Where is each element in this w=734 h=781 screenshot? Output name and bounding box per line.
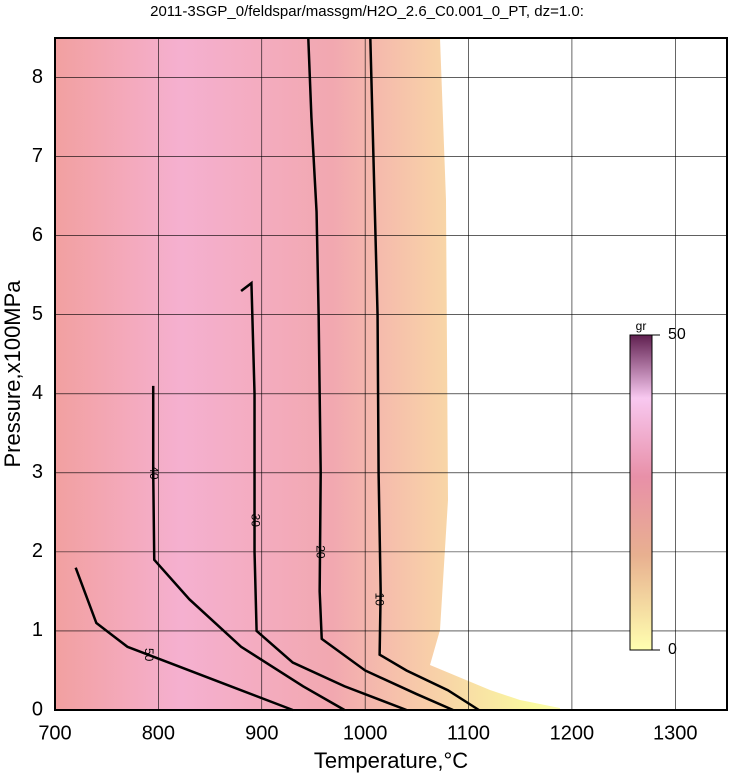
colorbar-tick-label: 50	[668, 326, 686, 343]
y-tick-label: 3	[32, 461, 43, 483]
colorbar-tick-label: 0	[668, 641, 677, 658]
y-tick-label: 8	[32, 66, 43, 88]
contour-line	[74, 567, 294, 712]
contour-label: 10	[372, 593, 386, 607]
y-tick-label: 7	[32, 145, 43, 167]
contour-line	[151, 385, 346, 712]
y-tick-label: 5	[32, 303, 43, 325]
contour-line	[240, 280, 407, 712]
chart-title: 2011-3SGP_0/feldspar/massgm/H2O_2.6_C0.0…	[150, 3, 584, 20]
contour-line	[369, 37, 480, 712]
x-tick-label: 900	[245, 722, 278, 744]
y-tick-label: 0	[32, 698, 43, 720]
x-tick-label: 1000	[343, 722, 388, 744]
x-axis-label: Temperature,°C	[314, 748, 468, 773]
y-tick-label: 1	[32, 619, 43, 641]
y-tick-label: 4	[32, 382, 43, 404]
plot-frame	[54, 37, 728, 711]
x-tick-label: 1300	[653, 722, 698, 744]
x-tick-label: 1100	[447, 722, 490, 744]
y-tick-label: 2	[32, 540, 43, 562]
x-tick-label: 1200	[550, 722, 595, 744]
contour-line	[307, 37, 454, 712]
y-tick-label: 6	[32, 224, 43, 246]
contour-label: 50	[142, 648, 156, 662]
contour-label: 20	[313, 545, 327, 559]
colorbar-label: gr	[636, 319, 647, 333]
x-tick-label: 800	[142, 722, 175, 744]
y-axis-label: Pressure,x100MPa	[0, 280, 25, 468]
field-fill	[55, 38, 560, 710]
contour-label: 30	[248, 514, 262, 528]
x-tick-label: 700	[38, 722, 71, 744]
contour-label: 40	[147, 466, 161, 480]
colorbar	[629, 334, 653, 651]
